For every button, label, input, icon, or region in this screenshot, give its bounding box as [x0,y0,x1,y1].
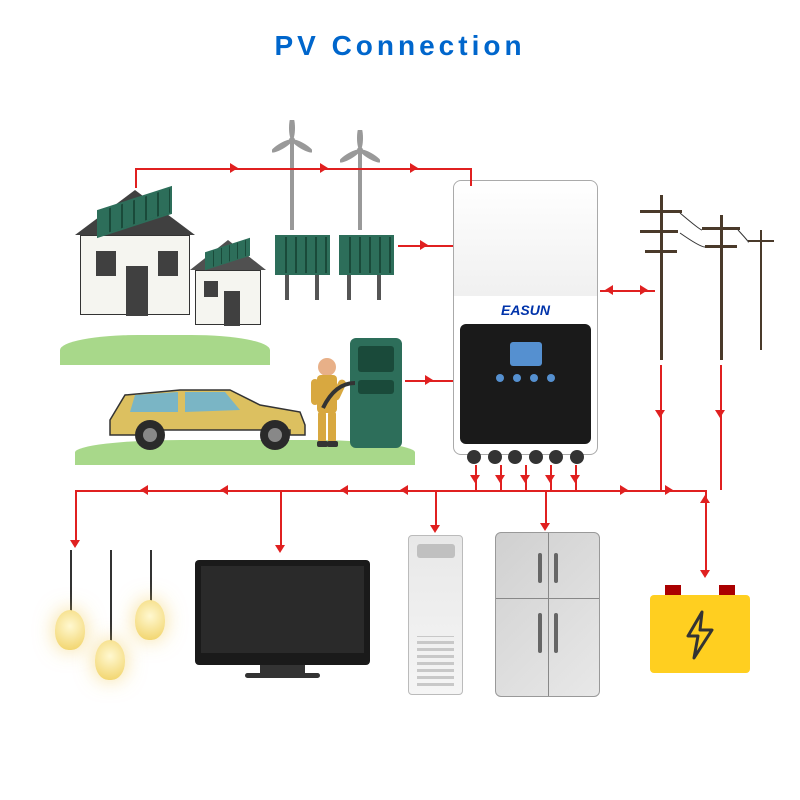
house-with-solar-icon [190,240,266,325]
flow-arrow-icon [665,485,673,495]
flow-arrow-icon [640,285,648,295]
ev-charger-icon [350,338,402,448]
flow-arrow-icon [275,545,285,553]
electric-car-icon [90,370,320,460]
flow-arrow-icon [430,525,440,533]
grass-patch [60,335,270,365]
flow-arrow-icon [410,163,418,173]
flow-arrow-icon [220,485,228,495]
refrigerator-icon [495,532,600,697]
flow-arrow-icon [340,485,348,495]
inverter-device-icon: EASUN [453,180,598,455]
flow-arrow-icon [230,163,238,173]
flow-line [135,168,137,188]
flow-line [75,490,705,492]
flow-line [720,365,722,490]
flow-line [75,490,77,545]
flow-arrow-icon [715,410,725,418]
battery-icon [650,595,750,673]
flow-arrow-icon [540,523,550,531]
flow-arrow-icon [495,475,505,483]
solar-array-icon [275,235,394,280]
flow-arrow-icon [655,410,665,418]
flow-arrow-icon [140,485,148,495]
flow-arrow-icon [545,475,555,483]
flow-arrow-icon [425,375,433,385]
flow-arrow-icon [570,475,580,483]
flow-arrow-icon [470,475,480,483]
flow-arrow-icon [420,240,428,250]
flow-arrow-icon [520,475,530,483]
wind-turbine-icon [290,140,294,230]
television-icon [195,560,370,665]
diagram-canvas: EASUN [0,80,800,800]
flow-line [470,168,472,186]
tv-stand [245,673,320,678]
flow-arrow-icon [320,163,328,173]
flow-arrow-icon [620,485,628,495]
wind-turbine-icon [358,150,362,230]
flow-arrow-icon [700,570,710,578]
flow-arrow-icon [605,285,613,295]
flow-line [280,490,282,550]
house-with-solar-icon [75,190,195,315]
inverter-brand-label: EASUN [454,296,597,324]
air-conditioner-icon [408,535,463,695]
flow-line [435,490,437,530]
flow-line [135,168,470,170]
flow-arrow-icon [400,485,408,495]
diagram-title: PV Connection [0,0,800,62]
flow-arrow-icon [70,540,80,548]
flow-arrow-icon [700,495,710,503]
tv-stand [260,665,305,673]
flow-line [660,365,662,490]
